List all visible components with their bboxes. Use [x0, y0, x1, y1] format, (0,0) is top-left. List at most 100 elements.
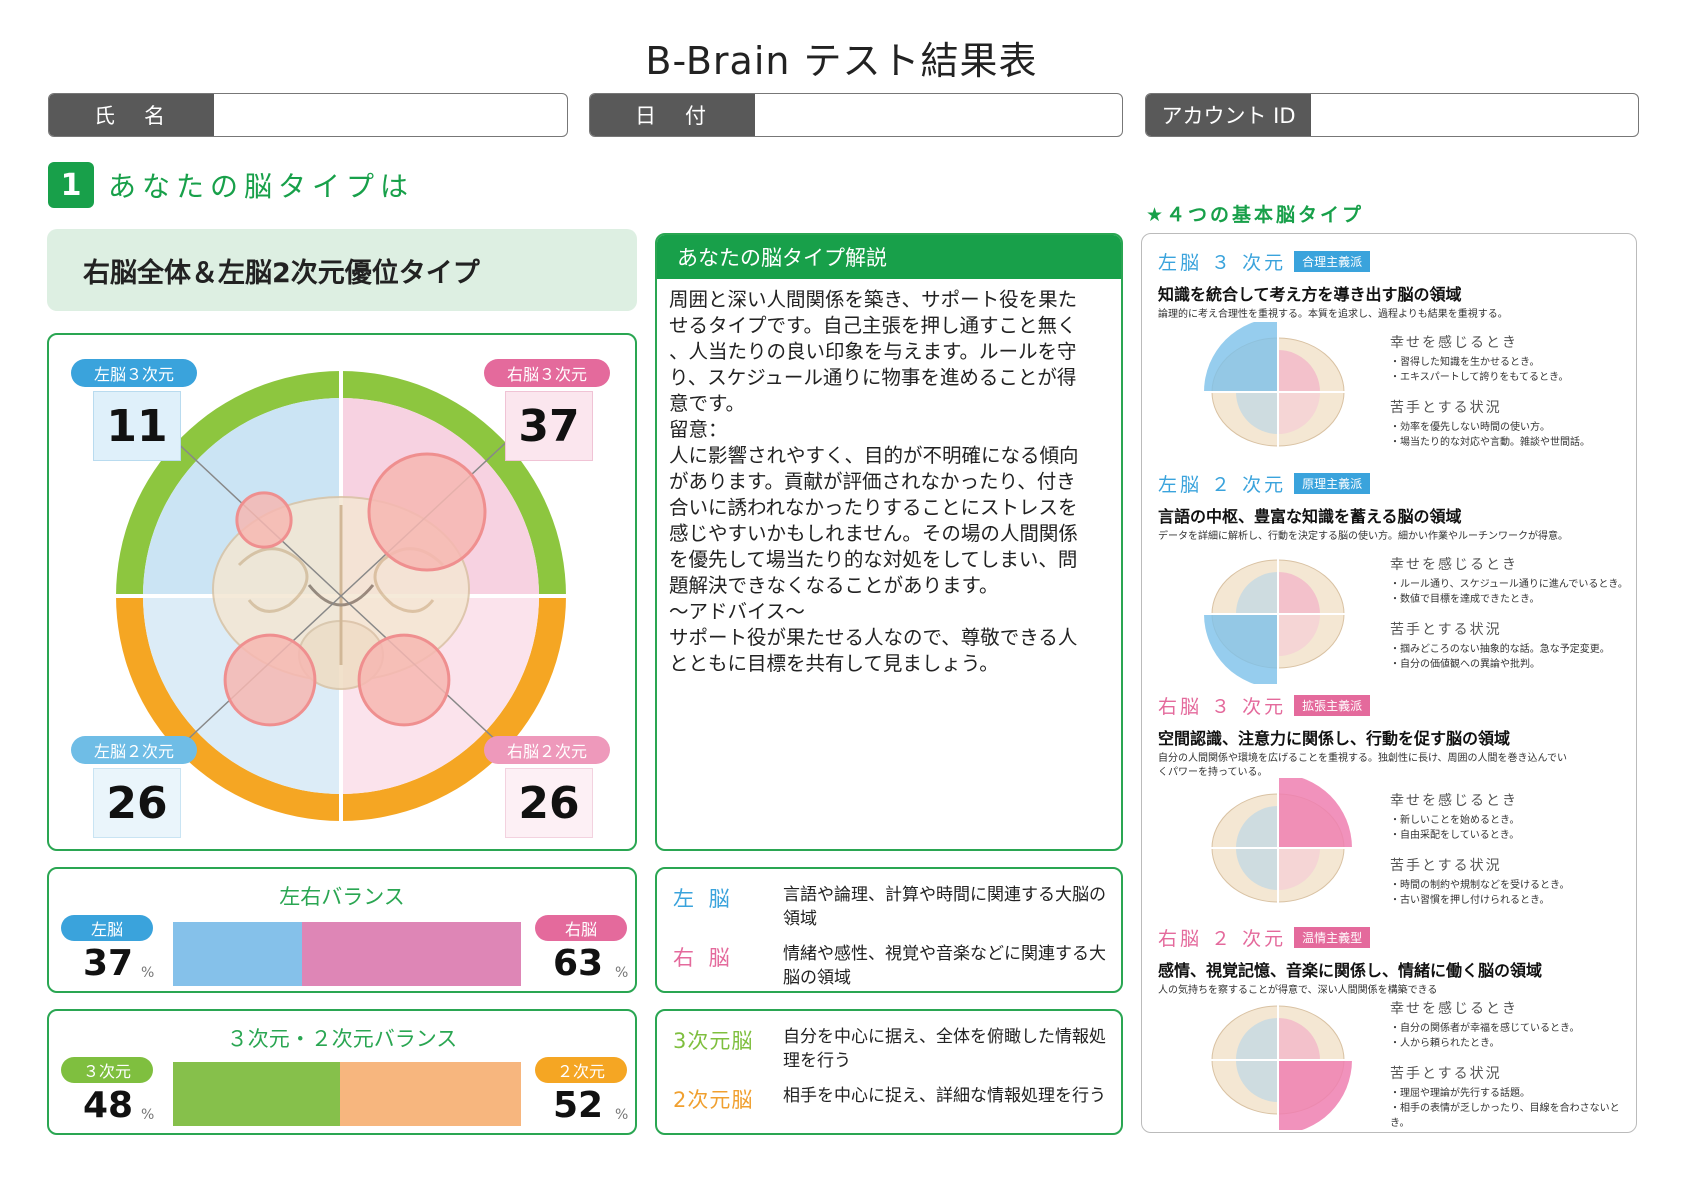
basic-types-title: ★４つの基本脳タイプ — [1146, 204, 1365, 226]
quad-left3-label: 左脳３次元 — [71, 359, 197, 387]
date-field-label: 日 付 — [590, 94, 755, 136]
page-title: B-Brain テスト結果表 — [645, 39, 1038, 83]
dim-right-label: ２次元 — [535, 1057, 627, 1083]
def-text-right-brain: 情緒や感性、視覚や音楽などに関連する大脳の領域 — [783, 944, 1106, 988]
basic-types-panel: 左脳 ３ 次元 合理主義派 知識を統合して考え方を導き出す脳の領域 論理的に考え… — [1141, 233, 1637, 1133]
weak-item: ・相手の表情が乏しかったり、目線を合わさないとき。 — [1390, 1103, 1620, 1129]
basic-type-desc: 自分の人間関係や環境を広げることを重視する。独創性に長け、周囲の人間を巻き込んで… — [1158, 753, 1567, 778]
happy-item: ・新しいことを始めるとき。 — [1390, 815, 1520, 826]
lr-balance-title: 左右バランス — [279, 885, 405, 909]
weak-item: ・時間の制約や規制などを受けるとき。 — [1390, 880, 1570, 891]
quad-left3-score: 11 — [93, 391, 181, 461]
section-number: 1 — [48, 162, 94, 208]
weak-label: 苦手とする状況 — [1390, 400, 1502, 416]
happy-item: ・数値で目標を達成できたとき。 — [1390, 594, 1540, 605]
quad-left2-label: 左脳２次元 — [71, 736, 197, 764]
basic-type-desc: データを詳細に解析し、行動を決定する脳の使い方。細かい作業やルーチンワークが得意… — [1158, 531, 1568, 542]
happy-item: ・ルール通り、スケジュール通りに進んでいるとき。 — [1390, 579, 1628, 590]
brain-quadrant-icon — [1198, 778, 1358, 918]
def-text-3d: 自分を中心に据え、全体を俯瞰した情報処理を行う — [783, 1027, 1106, 1071]
def-key-right-brain: 右 脳 — [673, 946, 734, 970]
score-circle-left3 — [235, 491, 293, 549]
score-circle-right2 — [357, 633, 451, 727]
happy-label: 幸せを感じるとき — [1390, 1001, 1518, 1017]
weak-item: ・古い習慣を押し付けられるとき。 — [1390, 895, 1550, 906]
def-row-left-brain: 左 脳 言語や論理、計算や時間に関連する大脳の領域 — [673, 883, 1111, 931]
ring-bottom-orange — [116, 596, 566, 821]
name-field-value[interactable] — [214, 94, 567, 136]
basic-type-left2: 左脳 ２ 次元 原理主義派 言語の中枢、豊富な知識を蓄える脳の領域 データを詳細… — [1158, 470, 1628, 684]
lr-balance-bar — [173, 922, 521, 986]
lr-left-value: 37 — [83, 943, 134, 984]
weak-label: 苦手とする状況 — [1390, 1066, 1502, 1082]
basic-type-tag: 合理主義派 — [1294, 251, 1371, 272]
weak-label: 苦手とする状況 — [1390, 858, 1502, 874]
name-field-label: 氏 名 — [49, 94, 214, 136]
basic-type-right3: 右脳 ３ 次元 拡張主義派 空間認識、注意力に関係し、行動を促す脳の領域 自分の… — [1158, 692, 1628, 918]
def-key-3d: 3次元脳 — [673, 1029, 754, 1053]
lr-right-value: 63 — [553, 943, 604, 984]
dim-balance-bar — [173, 1062, 521, 1126]
dim-bar-left-segment — [173, 1062, 341, 1126]
happy-label: 幸せを感じるとき — [1390, 793, 1518, 809]
quad-right2-score: 26 — [505, 768, 593, 838]
basic-type-right2: 右脳 ２ 次元 温情主義型 感情、視覚記憶、音楽に関係し、情緒に働く脳の領域 人… — [1158, 924, 1628, 1130]
dimension-definitions-panel: 3次元脳 自分を中心に据え、全体を俯瞰した情報処理を行う 2次元脳 相手を中心に… — [655, 1009, 1123, 1135]
account-id-field-value[interactable] — [1311, 94, 1638, 136]
basic-type-name: 右脳 ３ 次元 — [1158, 696, 1287, 718]
dim-left-unit: % — [141, 1107, 155, 1123]
basic-type-subtitle: 知識を統合して考え方を導き出す脳の領域 — [1158, 285, 1462, 304]
quadrant-chart-panel: 左脳３次元 11 右脳３次元 37 左脳２次元 26 右脳２次元 26 — [47, 333, 637, 851]
quad-right2-label: 右脳２次元 — [484, 736, 610, 764]
brain-quadrant-icon — [1198, 322, 1358, 462]
explanation-header: あなたの脳タイプ解説 — [657, 235, 1121, 279]
basic-type-desc: 論理的に考え合理性を重視する。本質を追求し、過程よりも結果を重視する。 — [1158, 309, 1508, 320]
score-circle-left2 — [223, 633, 317, 727]
basic-type-tag: 拡張主義派 — [1294, 695, 1371, 716]
def-row-3d: 3次元脳 自分を中心に据え、全体を俯瞰した情報処理を行う — [673, 1025, 1111, 1073]
dim-balance-title: ３次元・２次元バランス — [226, 1027, 458, 1051]
quad-right3-label: 右脳３次元 — [484, 359, 610, 387]
def-key-2d: 2次元脳 — [673, 1088, 754, 1112]
weak-item: ・理屈や理論が先行する話題。 — [1390, 1088, 1530, 1099]
basic-type-subtitle: 感情、視覚記憶、音楽に関係し、情緒に働く脳の領域 — [1158, 961, 1543, 980]
weak-item: ・自分の価値観への異論や批判。 — [1390, 659, 1540, 670]
dim-left-label: ３次元 — [61, 1057, 153, 1083]
quadrant-chart — [115, 370, 567, 822]
dim-right-unit: % — [615, 1107, 629, 1123]
basic-type-tag: 温情主義型 — [1294, 927, 1371, 948]
date-field[interactable]: 日 付 — [589, 93, 1123, 137]
weak-item: ・掴みどころのない抽象的な話。急な予定変更。 — [1390, 644, 1610, 655]
happy-item: ・エキスパートして誇りをもてるとき。 — [1390, 372, 1569, 383]
happy-item: ・自由采配をしているとき。 — [1390, 830, 1520, 841]
section-title: あなたの脳タイプは — [108, 170, 415, 203]
lr-bar-right-segment — [301, 922, 521, 986]
basic-type-desc: 人の気持ちを察することが得意で、深い人間関係を構築できる — [1158, 985, 1438, 996]
lr-left-unit: % — [141, 965, 155, 981]
def-row-right-brain: 右 脳 情緒や感性、視覚や音楽などに関連する大脳の領域 — [673, 942, 1111, 990]
happy-item: ・習得した知識を生かせるとき。 — [1390, 357, 1540, 368]
basic-type-subtitle: 空間認識、注意力に関係し、行動を促す脳の領域 — [1158, 729, 1511, 748]
basic-type-tag: 原理主義派 — [1294, 473, 1371, 494]
explanation-panel: あなたの脳タイプ解説 周囲と深い人間関係を築き、サポート役を果た せるタイプです… — [655, 233, 1123, 851]
weak-item: ・場当たり的な対応や言動。雑談や世間話。 — [1390, 437, 1590, 448]
ring-top-green — [116, 371, 566, 596]
name-field[interactable]: 氏 名 — [48, 93, 568, 137]
account-id-field-label: アカウント ID — [1146, 94, 1311, 136]
lr-right-label: 右脳 — [535, 915, 627, 941]
brain-definitions-panel: 左 脳 言語や論理、計算や時間に関連する大脳の領域 右 脳 情緒や感性、視覚や音… — [655, 867, 1123, 993]
lr-bar-left-segment — [173, 922, 302, 986]
date-field-value[interactable] — [755, 94, 1122, 136]
section-heading: 1 あなたの脳タイプは — [48, 162, 414, 208]
quad-left2-score: 26 — [93, 768, 181, 838]
quad-right3-score: 37 — [505, 391, 593, 461]
basic-type-name: 右脳 ２ 次元 — [1158, 928, 1287, 950]
account-id-field[interactable]: アカウント ID — [1145, 93, 1639, 137]
happy-label: 幸せを感じるとき — [1390, 335, 1518, 351]
lr-left-label: 左脳 — [61, 915, 153, 941]
def-text-2d: 相手を中心に捉え、詳細な情報処理を行う — [783, 1086, 1106, 1106]
lr-balance-panel: 左右バランス 左脳 37 % 右脳 63 % — [47, 867, 637, 993]
brain-quadrant-icon — [1198, 544, 1358, 684]
basic-type-subtitle: 言語の中枢、豊富な知識を蓄える脳の領域 — [1158, 507, 1462, 526]
dim-right-value: 52 — [553, 1085, 604, 1126]
